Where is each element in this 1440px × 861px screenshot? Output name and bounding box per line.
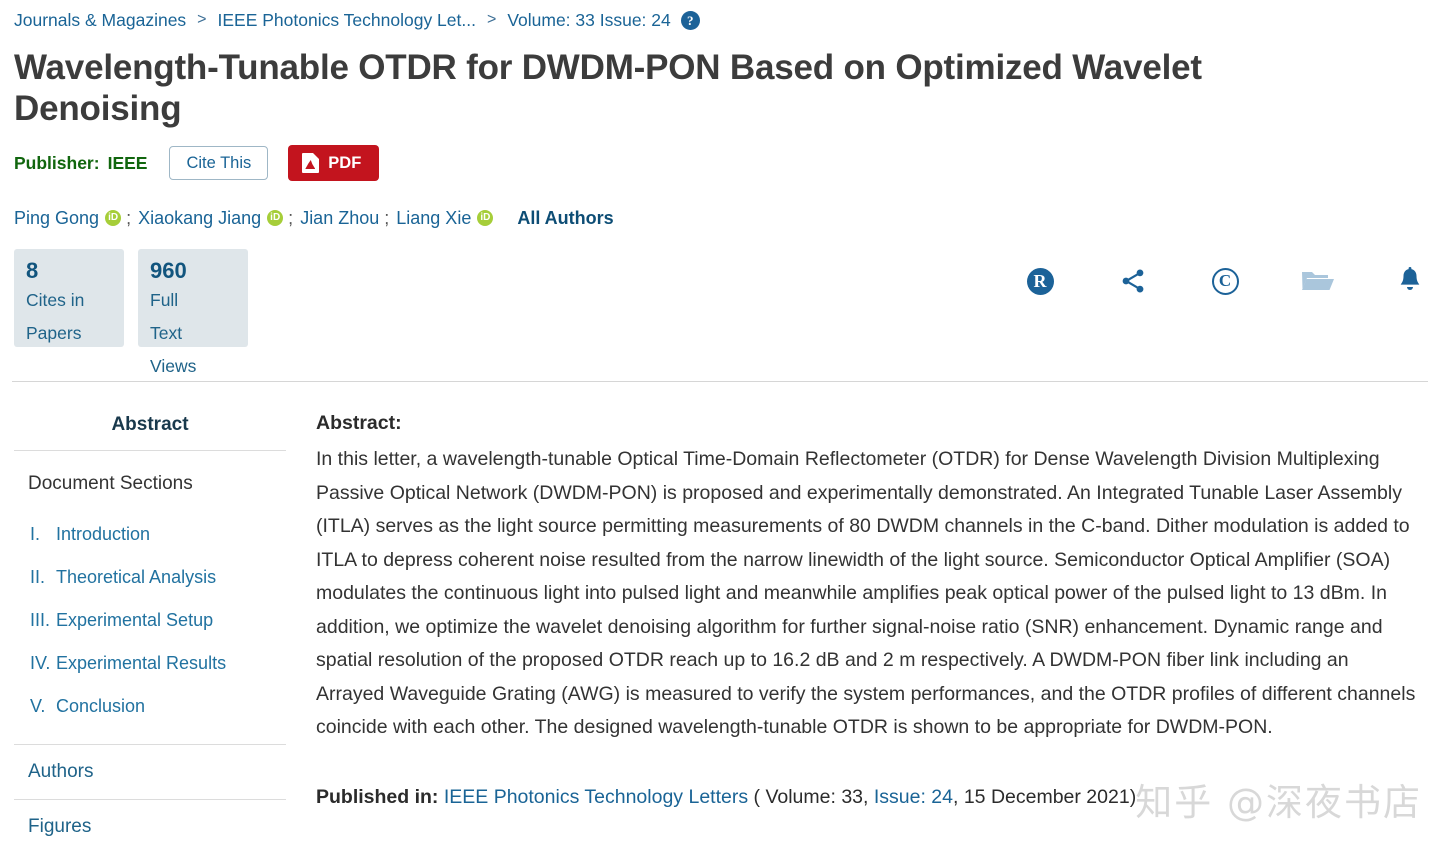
metrics-strip: 8 Cites in Papers 960 Full Text Views R … <box>0 249 1440 376</box>
share-button[interactable] <box>1113 261 1153 301</box>
author-separator: ; <box>288 207 294 228</box>
metric-label: Cites in Papers <box>26 290 85 343</box>
breadcrumb-item-journals[interactable]: Journals & Magazines <box>14 9 187 30</box>
pdf-button[interactable]: PDF <box>288 145 380 181</box>
sidebar-document-sections-label: Document Sections <box>28 473 193 494</box>
action-icon-bar: R C <box>1020 261 1430 301</box>
volume-label: Volume: 33 <box>765 785 864 808</box>
section-numeral: II. <box>30 567 46 587</box>
metric-label: Full Text Views <box>150 290 197 376</box>
metric-full-text-views[interactable]: 960 Full Text Views <box>138 249 248 376</box>
metric-cites-in-papers[interactable]: 8 Cites in Papers <box>14 249 124 347</box>
orcid-icon[interactable]: iD <box>267 210 284 226</box>
published-in-row: Published in: IEEE Photonics Technology … <box>316 782 1420 812</box>
section-label: Conclusion <box>56 696 146 716</box>
section-numeral: IV. <box>30 653 51 673</box>
section-label: Experimental Results <box>56 653 227 673</box>
orcid-icon[interactable]: iD <box>477 210 494 226</box>
author-link[interactable]: Ping Gong <box>14 207 100 228</box>
author-link[interactable]: Liang Xie <box>396 207 472 228</box>
copyright-button[interactable]: C <box>1205 261 1245 301</box>
author-separator: ; <box>126 207 132 228</box>
abstract-heading: Abstract: <box>316 412 402 434</box>
open-paren: ( <box>753 785 761 808</box>
header-divider <box>12 381 1428 382</box>
breadcrumb: Journals & Magazines > IEEE Photonics Te… <box>0 0 1440 35</box>
sidebar-item-abstract[interactable]: Abstract <box>14 398 286 451</box>
sidebar-item-introduction[interactable]: I. Introduction <box>14 513 300 556</box>
breadcrumb-separator: > <box>486 11 497 28</box>
metric-value: 960 <box>150 258 187 283</box>
alerts-button[interactable] <box>1390 261 1430 301</box>
copyright-icon: C <box>1211 267 1239 295</box>
sidebar-item-theoretical-analysis[interactable]: II. Theoretical Analysis <box>14 556 300 599</box>
researchgate-icon: R <box>1026 267 1054 295</box>
issue-link[interactable]: Issue: 24 <box>873 785 953 808</box>
section-numeral: III. <box>30 610 51 630</box>
section-label: Theoretical Analysis <box>56 567 217 587</box>
sidebar-item-experimental-setup[interactable]: III. Experimental Setup <box>14 599 300 642</box>
abstract-text: In this letter, a wavelength-tunable Opt… <box>316 448 1416 738</box>
section-numeral: I. <box>30 524 41 544</box>
section-label: Experimental Setup <box>56 610 214 630</box>
help-icon[interactable]: ? <box>680 10 700 30</box>
published-in-label: Published in: <box>316 785 439 808</box>
sidebar-item-conclusion[interactable]: V. Conclusion <box>14 685 300 728</box>
researchgate-button[interactable]: R <box>1020 261 1060 301</box>
abstract-panel: Abstract: In this letter, a wavelength-t… <box>300 398 1440 854</box>
sidebar-item-figures[interactable]: Figures <box>28 816 92 837</box>
sidebar-extra-block: Authors Figures <box>14 744 286 854</box>
author-link[interactable]: Xiaokang Jiang <box>138 207 262 228</box>
bell-icon <box>1400 267 1420 290</box>
journal-link[interactable]: IEEE Photonics Technology Letters <box>443 785 749 808</box>
publisher-row: Publisher: IEEE Cite This PDF <box>14 143 1440 183</box>
all-authors-link[interactable]: All Authors <box>517 207 614 228</box>
sidebar-item-experimental-results[interactable]: IV. Experimental Results <box>14 642 300 685</box>
publisher-label: Publisher: <box>14 152 100 173</box>
section-label: Introduction <box>56 524 151 544</box>
author-link[interactable]: Jian Zhou <box>300 207 380 228</box>
metric-value: 8 <box>26 258 39 283</box>
sidebar: Abstract Document Sections I. Introductio… <box>0 398 300 854</box>
orcid-icon[interactable]: iD <box>105 210 122 226</box>
page-title: Wavelength-Tunable OTDR for DWDM-PON Bas… <box>14 48 1202 128</box>
share-icon <box>1122 269 1143 293</box>
breadcrumb-item-issue[interactable]: Volume: 33 Issue: 24 <box>507 9 671 30</box>
cite-this-button[interactable]: Cite This <box>169 145 269 181</box>
authors-row: Ping Gong iD ; Xiaokang Jiang iD ; Jian … <box>14 203 1440 233</box>
content-area: Abstract Document Sections I. Introductio… <box>0 398 1440 854</box>
section-numeral: V. <box>30 696 46 716</box>
breadcrumb-separator: > <box>197 11 207 28</box>
pdf-file-icon <box>302 153 320 173</box>
publisher-name: IEEE <box>107 152 148 173</box>
pdf-button-label: PDF <box>328 153 362 172</box>
comma: , <box>863 785 869 808</box>
sidebar-item-authors[interactable]: Authors <box>14 745 286 800</box>
breadcrumb-item-publication[interactable]: IEEE Photonics Technology Let... <box>217 9 476 30</box>
folder-button[interactable] <box>1298 261 1338 301</box>
folder-icon <box>1301 272 1334 290</box>
publication-date: , 15 December 2021) <box>953 785 1137 808</box>
author-separator: ; <box>384 207 390 228</box>
